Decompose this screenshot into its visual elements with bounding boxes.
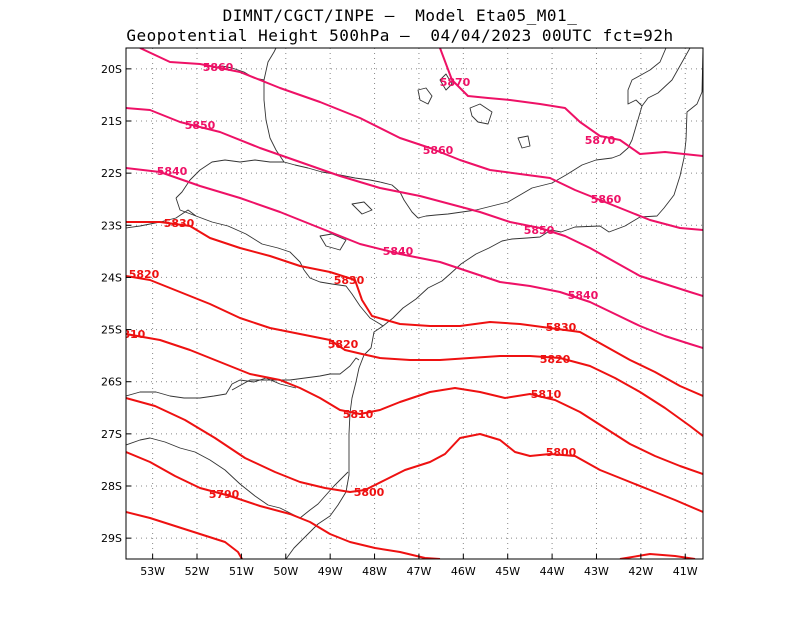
lat-tick-label: 23S: [101, 219, 122, 232]
lat-tick-label: 29S: [101, 532, 122, 545]
lon-tick-label: 49W: [318, 565, 343, 578]
plot-frame: [125, 47, 704, 560]
lon-tick-label: 50W: [273, 565, 298, 578]
contour-line-5800: [126, 397, 703, 513]
contour-line-5820: [126, 275, 703, 437]
contour-label: 5840: [157, 165, 188, 178]
contour-label: 5810: [531, 388, 562, 401]
lat-tick-label: 27S: [101, 428, 122, 441]
coastline: [285, 48, 703, 559]
reservoir-5: [439, 73, 453, 91]
contour-label: 5860: [591, 193, 622, 206]
reservoir-2: [469, 103, 493, 125]
contour-line-5860: [139, 48, 703, 231]
contour-label: 5820: [129, 268, 160, 281]
state-border-mg-north: [263, 48, 285, 163]
contour-label: 5860: [423, 144, 454, 157]
contour-label: 5830: [164, 217, 195, 230]
state-border-mg-rj: [417, 105, 643, 219]
contour-label: 5840: [568, 289, 599, 302]
contour-line-5790: [126, 451, 441, 559]
lat-tick-label: 25S: [101, 324, 122, 337]
geopotential-contours: [126, 48, 703, 559]
lon-tick-label: 48W: [362, 565, 387, 578]
lon-tick-label: 46W: [451, 565, 476, 578]
contour-label: 5830: [546, 321, 577, 334]
lat-tick-label: 24S: [101, 271, 122, 284]
border-paraguay: [126, 209, 197, 229]
contour-line-5850: [126, 107, 703, 297]
contour-label: 5840: [383, 245, 414, 258]
lon-tick-label: 41W: [673, 565, 698, 578]
state-border-sc-rs: [126, 437, 301, 519]
latitude-axis: 20S 21S 22S 23S 24S 25S 26S 27S 28S 29S: [101, 63, 131, 545]
title-line-2: Geopotential Height 500hPa – 04/04/2023 …: [126, 26, 674, 45]
contour-label: 5790: [209, 488, 240, 501]
grid-lines: [126, 48, 703, 559]
lon-tick-label: 47W: [407, 565, 432, 578]
lon-tick-label: 45W: [495, 565, 520, 578]
lon-tick-label: 51W: [229, 565, 254, 578]
state-border-sp-pr: [303, 269, 384, 327]
contour-label: 5870: [585, 134, 616, 147]
state-border-sp-mg: [175, 159, 419, 219]
border-argentina-pr: [126, 377, 297, 399]
contour-label: 5800: [354, 486, 385, 499]
contour-label: 5850: [185, 119, 216, 132]
state-border-ms-pr: [175, 197, 305, 271]
lat-tick-label: 22S: [101, 167, 122, 180]
lon-tick-label: 53W: [140, 565, 165, 578]
lat-tick-label: 20S: [101, 63, 122, 76]
lat-tick-label: 21S: [101, 115, 122, 128]
coastline-and-borders: [126, 48, 703, 559]
contour-label: 5850: [524, 224, 555, 237]
contour-label: 5830: [334, 274, 365, 287]
contour-label: 5860: [203, 61, 234, 74]
contour-label: 5870: [440, 76, 471, 89]
lon-tick-label: 43W: [584, 565, 609, 578]
reservoir-6: [517, 135, 531, 149]
contour-line-5830: [126, 221, 703, 397]
contour-line-5810: [126, 333, 703, 475]
reservoir-4: [351, 201, 373, 215]
lat-tick-label: 28S: [101, 480, 122, 493]
reservoir-1: [417, 87, 433, 105]
longitude-axis: 53W 52W 51W 50W 49W 48W 47W 46W 45W 44W 43W 42W 41W: [140, 554, 698, 578]
reservoir-3: [319, 233, 347, 251]
state-border-sc-rs-2: [299, 471, 349, 519]
contour-label: 5820: [328, 338, 359, 351]
lon-tick-label: 44W: [540, 565, 565, 578]
lat-tick-label: 26S: [101, 376, 122, 389]
contour-line-5780-east: [619, 553, 696, 559]
contour-line-5870: [439, 48, 703, 157]
contour-label: 5800: [546, 446, 577, 459]
lon-tick-label: 42W: [628, 565, 653, 578]
contour-line-5840: [126, 167, 703, 349]
state-border-mg-es: [627, 48, 691, 107]
state-border-pr-sc: [231, 357, 360, 391]
contour-labels: 5870 5870 5860 5860 5860 5850 5850 5840 …: [115, 61, 622, 501]
title-line-1: DIMNT/CGCT/INPE – Model Eta05_M01_: [222, 6, 578, 25]
contour-label: 5810: [343, 408, 374, 421]
contour-line-5780: [126, 511, 243, 559]
contour-label: 5810: [115, 328, 146, 341]
contour-label: 5820: [540, 353, 571, 366]
lon-tick-label: 52W: [185, 565, 210, 578]
